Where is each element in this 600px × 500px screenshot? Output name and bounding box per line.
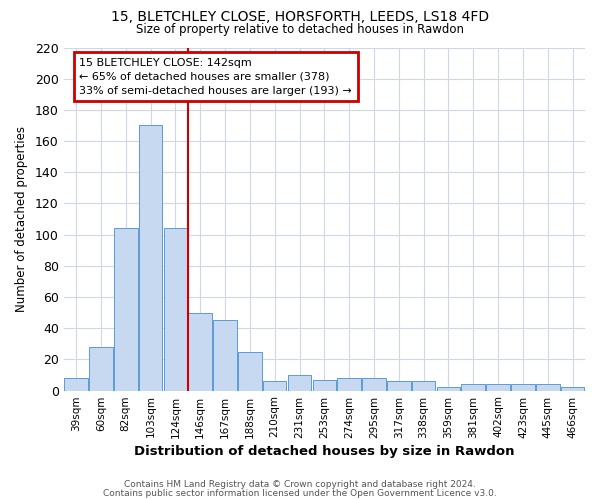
Bar: [164, 228, 187, 390]
Bar: [561, 388, 584, 390]
Bar: [263, 381, 286, 390]
Bar: [362, 378, 386, 390]
Bar: [288, 375, 311, 390]
X-axis label: Distribution of detached houses by size in Rawdon: Distribution of detached houses by size …: [134, 444, 515, 458]
Bar: [337, 378, 361, 390]
Bar: [64, 378, 88, 390]
Bar: [114, 228, 137, 390]
Text: 15, BLETCHLEY CLOSE, HORSFORTH, LEEDS, LS18 4FD: 15, BLETCHLEY CLOSE, HORSFORTH, LEEDS, L…: [111, 10, 489, 24]
Bar: [89, 347, 113, 391]
Bar: [139, 126, 163, 390]
Text: Size of property relative to detached houses in Rawdon: Size of property relative to detached ho…: [136, 22, 464, 36]
Bar: [511, 384, 535, 390]
Bar: [238, 352, 262, 391]
Bar: [313, 380, 336, 390]
Text: Contains public sector information licensed under the Open Government Licence v3: Contains public sector information licen…: [103, 489, 497, 498]
Text: 15 BLETCHLEY CLOSE: 142sqm
← 65% of detached houses are smaller (378)
33% of sem: 15 BLETCHLEY CLOSE: 142sqm ← 65% of deta…: [79, 58, 352, 96]
Bar: [437, 388, 460, 390]
Y-axis label: Number of detached properties: Number of detached properties: [15, 126, 28, 312]
Bar: [536, 384, 560, 390]
Bar: [387, 381, 410, 390]
Bar: [412, 381, 436, 390]
Text: Contains HM Land Registry data © Crown copyright and database right 2024.: Contains HM Land Registry data © Crown c…: [124, 480, 476, 489]
Bar: [461, 384, 485, 390]
Bar: [188, 312, 212, 390]
Bar: [213, 320, 237, 390]
Bar: [487, 384, 510, 390]
